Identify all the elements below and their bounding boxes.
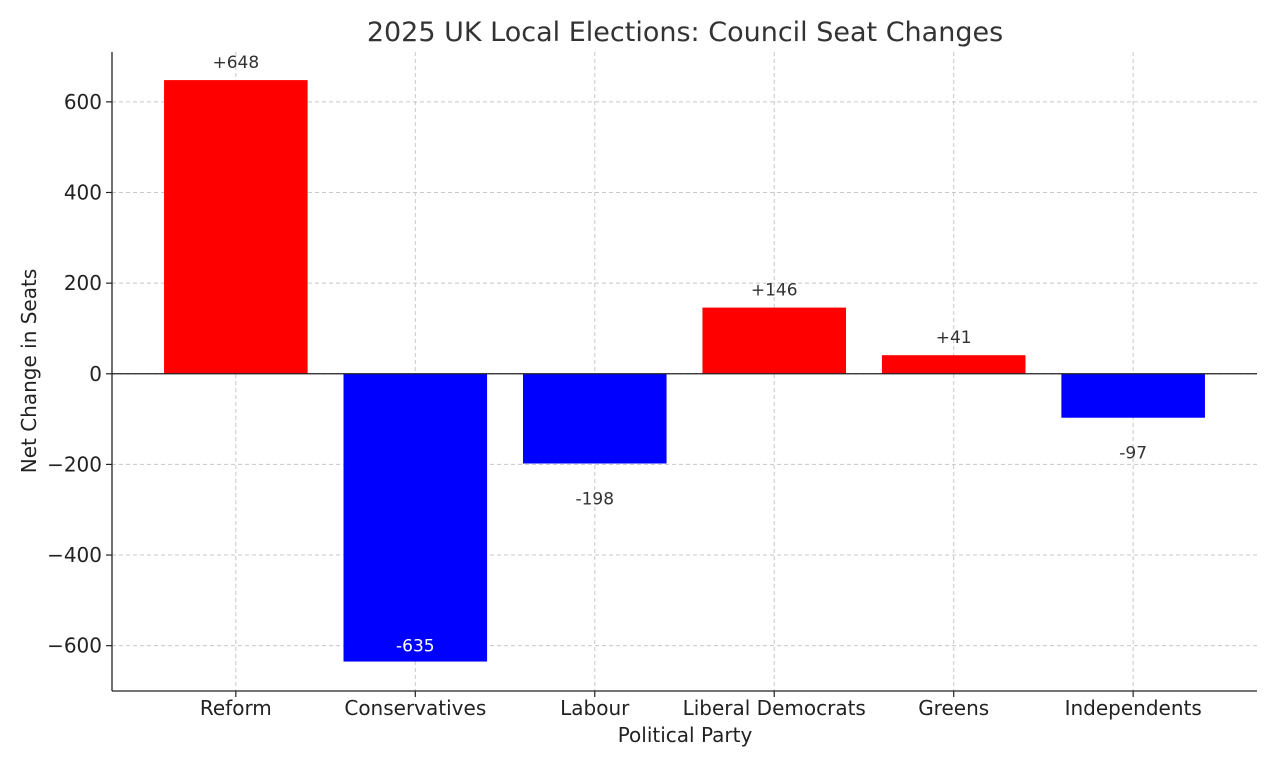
x-tick-label: Greens [918, 696, 989, 720]
y-axis-label: Net Change in Seats [17, 269, 41, 474]
x-tick-label: Liberal Democrats [683, 696, 866, 720]
y-tick-label: 400 [64, 180, 102, 204]
bar-independents [1061, 373, 1205, 418]
y-tick-label: 200 [64, 271, 102, 295]
data-label: -97 [1119, 444, 1147, 464]
bar-liberal-democrats [702, 307, 847, 374]
y-tick-label: 600 [64, 90, 102, 114]
data-label: +648 [212, 53, 259, 73]
y-tick-label: −600 [47, 634, 102, 658]
x-axis-label: Political Party [618, 723, 753, 747]
x-tick-label: Independents [1065, 696, 1202, 720]
y-tick-label: 0 [89, 362, 102, 386]
data-label: -198 [575, 489, 614, 509]
bar-reform [164, 80, 308, 374]
y-tick-label: −400 [47, 543, 102, 567]
bar-labour [522, 373, 667, 464]
axes: −600 −400 −200 0 200 400 600 Reform Conservative… [47, 52, 1257, 720]
x-tick-label: Labour [560, 696, 630, 720]
x-tick-label: Conservatives [344, 696, 486, 720]
x-tick-label: Reform [200, 696, 272, 720]
bar-greens [881, 355, 1026, 374]
data-label: -635 [396, 637, 435, 657]
data-labels: +648 -635 -198 +146 +41 -97 [212, 53, 1147, 656]
bars [164, 80, 1205, 662]
data-label: +41 [936, 328, 972, 348]
y-tick-label: −200 [47, 452, 102, 476]
data-label: +146 [751, 281, 798, 301]
chart-title: 2025 UK Local Elections: Council Seat Ch… [367, 17, 1003, 48]
bar-conservatives [343, 373, 488, 662]
